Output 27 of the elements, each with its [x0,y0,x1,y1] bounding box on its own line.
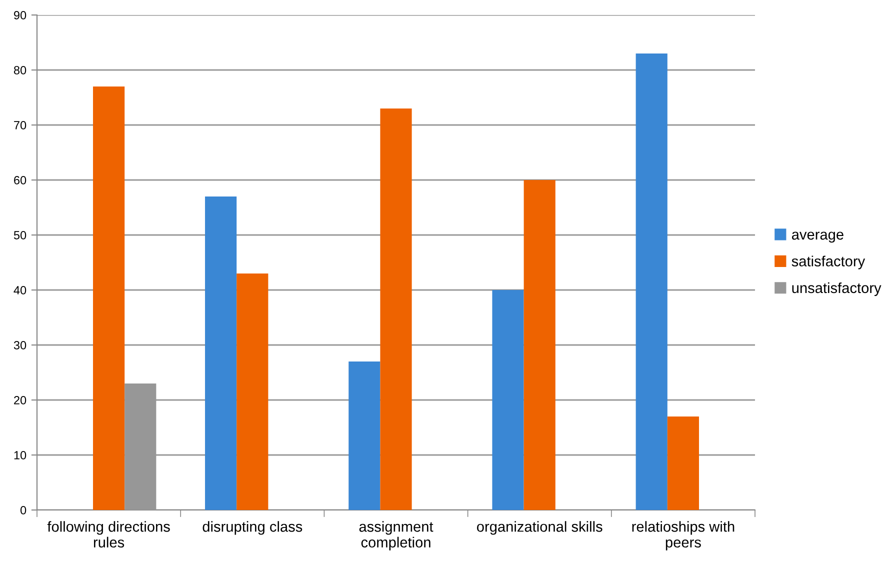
bar [524,180,556,510]
y-tick-label: 60 [14,176,26,184]
x-tick-label: following directions rules [47,521,170,548]
y-tick-label: 80 [14,66,26,74]
x-tick-label: relatioships with peers [632,521,734,550]
bar [93,86,125,510]
bar [348,362,380,510]
legend-label: satisfactory [792,256,866,270]
bar [636,54,668,510]
bar [492,290,524,510]
y-tick-label: 50 [14,231,26,240]
y-tick-label: 20 [14,396,26,404]
x-tick-label: organizational skills [476,521,602,535]
bar [380,108,412,510]
x-tick-label: assignment completion [359,521,434,550]
bar [667,416,699,510]
y-tick-label: 0 [20,506,26,514]
y-tick-label: 10 [14,451,26,460]
legend-label: average [792,232,844,243]
bar [236,274,268,510]
y-tick-label: 70 [14,121,26,130]
legend-label: unsatisfactory [792,282,882,296]
x-tick-label: disrupting class [202,521,302,535]
y-tick-label: 40 [14,286,26,294]
y-tick-label: 90 [14,11,26,20]
y-tick-label: 30 [14,341,26,350]
bar [205,196,237,510]
